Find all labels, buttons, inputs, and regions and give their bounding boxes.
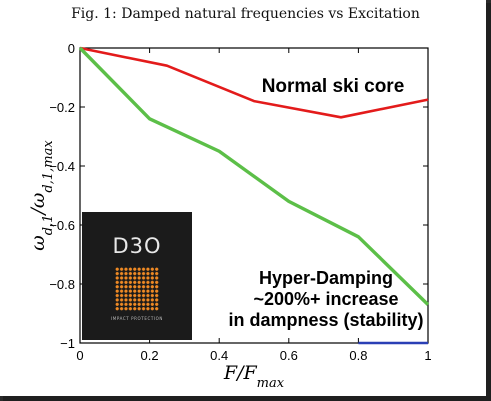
plot-frame [79,47,429,344]
y-tick-label: −0.2 [49,100,75,115]
annotation-hyper-damping: in dampness (stability) [228,310,423,330]
annotation-hyper-damping: Hyper-Damping [259,268,393,288]
logo-tagline: IMPACT PROTECTION [110,316,164,321]
logo-dot-grid [115,267,159,311]
annotation-hyper-damping: ~200%+ increase [253,289,398,309]
y-axis-label: ωd,1/ωd,1,max [27,140,56,251]
figure-frame [0,0,486,396]
x-tick-label: 1 [424,348,431,363]
y-tick-label: −0.4 [49,159,75,174]
x-tick-label: 0.4 [210,348,228,363]
y-tick-label: −0.8 [49,277,75,292]
logo-brand: D3O [112,234,162,258]
d3o-logo: D3O IMPACT PROTECTION [82,212,192,340]
x-tick-label: 0.2 [141,348,159,363]
x-axis-label: F/Fmax [223,362,285,391]
y-tick-label: −1 [60,336,75,351]
x-tick-label: 0 [76,348,83,363]
x-tick-label: 0.8 [349,348,367,363]
y-tick-label: −0.6 [49,218,75,233]
figure-caption: Fig. 1: Damped natural frequencies vs Ex… [71,6,420,22]
y-tick-label: 0 [68,41,75,56]
annotation-normal-ski-core: Normal ski core [262,76,405,97]
frame-shadow [486,3,491,401]
hyper-damping-line [78,46,430,306]
normal-ski-core-line [79,46,429,119]
frame-shadow [3,396,491,401]
x-tick-label: 0.6 [280,348,298,363]
